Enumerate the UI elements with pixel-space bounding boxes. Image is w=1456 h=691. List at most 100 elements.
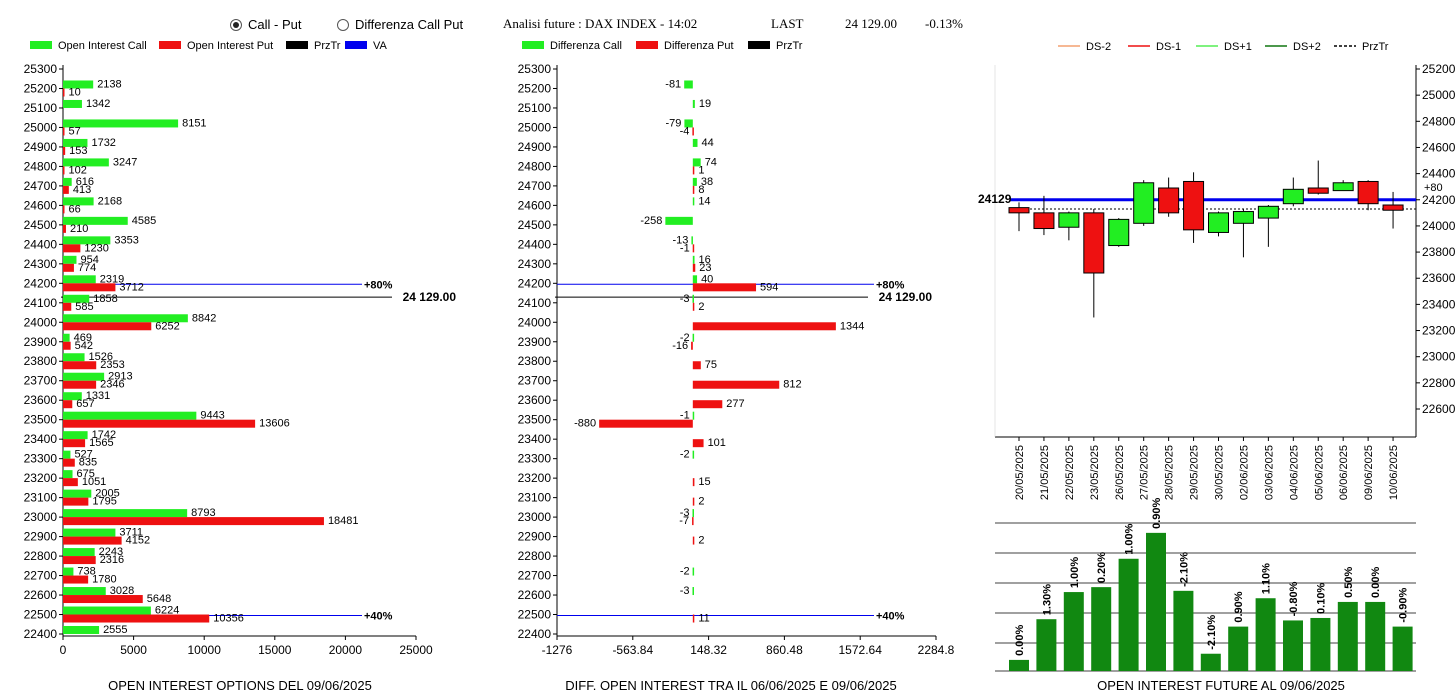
legend-label: Open Interest Put xyxy=(187,40,273,52)
oi-diff-chart: 25300 25200 25100 25000 24900 24800 24700 24600… xyxy=(518,62,955,691)
put-bar xyxy=(63,419,256,428)
call-bar xyxy=(63,314,188,323)
bar-label: 0.00% xyxy=(1014,624,1026,655)
call-bar xyxy=(63,138,88,147)
future-bar xyxy=(1063,592,1084,671)
future-bar xyxy=(1392,626,1413,671)
put-bar xyxy=(63,341,71,350)
radio-call-put[interactable]: Call - Put xyxy=(230,17,301,32)
radio-differenza-call-put[interactable]: Differenza Call Put xyxy=(337,17,463,32)
x-tick-label: 0 xyxy=(60,643,67,657)
va-label: +80% xyxy=(876,279,905,291)
bar-label: 14 xyxy=(698,195,710,207)
va-label: +40% xyxy=(364,611,393,623)
put-bar xyxy=(63,575,89,584)
legend-label: Open Interest Call xyxy=(58,40,147,52)
call-bar xyxy=(692,567,695,576)
future-bar xyxy=(1173,590,1194,671)
bar-label: 11 xyxy=(698,613,709,625)
y-tick-label: 23000 xyxy=(24,510,58,524)
bar-label: 102 xyxy=(69,164,87,176)
put-bar xyxy=(692,478,695,487)
y-tick-label: 22900 xyxy=(24,530,58,544)
put-bar xyxy=(63,88,65,97)
y-tick-label: 24800 xyxy=(24,159,58,173)
put-bar xyxy=(63,283,116,292)
put-bar xyxy=(63,322,152,331)
bar-label: -880 xyxy=(574,418,596,430)
chart-title: OPEN INTEREST FUTURE AL 09/06/2025 xyxy=(1097,678,1345,691)
put-bar xyxy=(63,244,81,253)
bar-label: 1565 xyxy=(89,437,113,449)
x-tick-label: 20/05/2025 xyxy=(1014,445,1026,500)
x-tick-label: 860.48 xyxy=(766,643,803,657)
bar-label: 2353 xyxy=(100,359,124,371)
put-bar xyxy=(692,497,695,506)
bar-label: 38 xyxy=(701,176,713,188)
candle-body xyxy=(1083,212,1105,274)
y-tick-label: 23600 xyxy=(518,393,552,407)
y-tick-label: 24000 xyxy=(518,315,552,329)
call-bar xyxy=(63,372,105,381)
change-label: +80 xyxy=(1424,182,1443,194)
price-label: 24129 xyxy=(978,192,1012,206)
y-tick-label: 24800 xyxy=(1422,114,1456,128)
bar-label: -4 xyxy=(680,125,690,137)
call-bar xyxy=(63,450,71,459)
put-bar xyxy=(692,244,695,253)
bar-label: 2555 xyxy=(103,624,127,636)
call-bar xyxy=(63,236,111,245)
call-bar xyxy=(692,255,695,264)
bar-label: 57 xyxy=(69,125,81,137)
call-bar xyxy=(63,528,116,537)
bar-label: 1.00% xyxy=(1069,557,1081,588)
x-tick-label: 25000 xyxy=(399,643,433,657)
put-bar xyxy=(63,185,69,194)
call-bar xyxy=(692,411,695,420)
radio-diff-indicator[interactable] xyxy=(337,18,349,31)
future-bar xyxy=(1118,558,1139,671)
put-bar xyxy=(63,614,210,623)
y-tick-label: 25100 xyxy=(518,101,552,115)
put-bar xyxy=(691,341,693,350)
bar-label: 1230 xyxy=(84,242,108,254)
call-bar xyxy=(692,275,698,284)
call-bar xyxy=(63,255,77,264)
bar-label: 10356 xyxy=(213,613,244,625)
bar-label: 0.20% xyxy=(1096,552,1108,583)
put-bar xyxy=(692,127,694,136)
bar-label: 1.00% xyxy=(1124,523,1136,554)
candle-body xyxy=(1208,212,1229,233)
y-tick-label: 25300 xyxy=(24,62,58,76)
y-tick-label: 24200 xyxy=(518,276,552,290)
bar-label: -2 xyxy=(680,332,690,344)
y-tick-label: 23700 xyxy=(24,374,58,388)
przTr-label: 24 129.00 xyxy=(403,290,457,304)
bar-label: 585 xyxy=(75,301,93,313)
last-change: -0.13% xyxy=(925,16,963,31)
call-bar xyxy=(692,197,695,206)
candle-body xyxy=(1307,187,1329,194)
put-bar xyxy=(692,283,757,292)
call-bar xyxy=(63,489,92,498)
radio-call-put-indicator[interactable] xyxy=(230,18,242,31)
call-bar xyxy=(63,470,73,479)
put-bar xyxy=(692,166,695,175)
y-tick-label: 24400 xyxy=(24,237,58,251)
call-bar xyxy=(63,567,74,576)
y-tick-label: 24300 xyxy=(24,257,58,271)
bar-label: -16 xyxy=(672,340,688,352)
y-tick-label: 23600 xyxy=(1422,271,1456,285)
legend-label: DS-1 xyxy=(1156,41,1181,53)
y-tick-label: 25000 xyxy=(518,120,552,134)
y-tick-label: 23800 xyxy=(518,354,552,368)
call-bar xyxy=(63,216,128,225)
call-bar xyxy=(692,99,695,108)
x-tick-label: 05/06/2025 xyxy=(1313,445,1325,500)
przTr-label: 24 129.00 xyxy=(879,290,933,304)
radio-diff-label: Differenza Call Put xyxy=(355,17,464,32)
va-label: +40% xyxy=(876,611,905,623)
bar-label: 2319 xyxy=(100,273,124,285)
bar-label: 19 xyxy=(699,98,711,110)
